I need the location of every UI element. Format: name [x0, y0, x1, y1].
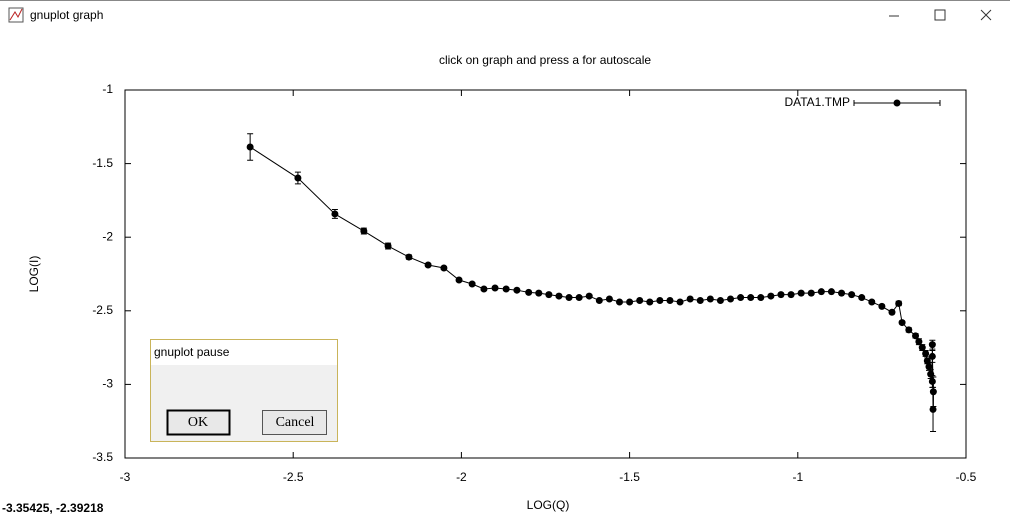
data-point [513, 286, 521, 294]
data-point [555, 292, 563, 300]
data-point [696, 296, 704, 304]
y-tick-label: -3 [102, 377, 113, 391]
data-point [787, 291, 795, 299]
data-point [424, 261, 432, 269]
x-axis-label: LOG(Q) [527, 498, 570, 512]
data-point [636, 296, 644, 304]
data-point [605, 295, 613, 303]
plot-area: -3 -2.5 -2 -1.5 -1 -0.5 -1 -1.5 -2 -2.5 -3 -3.5 DATA… [92, 82, 976, 484]
data-point [502, 285, 510, 293]
data-point [716, 296, 724, 304]
y-tick-label: -2.5 [92, 303, 113, 317]
window-border [0, 0, 1010, 1]
data-point [928, 352, 936, 360]
data-point [686, 295, 694, 303]
data-point [455, 276, 463, 284]
data-point [246, 143, 254, 151]
data-point [895, 299, 903, 307]
ok-button[interactable] [166, 409, 231, 436]
data-point [706, 295, 714, 303]
data-point [491, 284, 499, 292]
chart-title: click on graph and press a for autoscale [439, 53, 651, 67]
data-point [480, 285, 488, 293]
dialog-header [151, 340, 337, 365]
y-tick-label: -1 [102, 82, 113, 96]
data-point [928, 377, 936, 385]
data-point [468, 280, 476, 288]
dialog-title: gnuplot pause [154, 345, 230, 359]
data-point [868, 298, 876, 306]
y-tick-label: -3.5 [92, 450, 113, 464]
data-point [878, 302, 886, 310]
data-point [294, 174, 302, 182]
data-point [525, 288, 533, 296]
data-point [848, 291, 856, 299]
data-point [767, 292, 775, 300]
data-point [898, 319, 906, 327]
data-point [929, 405, 937, 413]
data-point [626, 298, 634, 306]
data-point [925, 363, 933, 371]
data-point [777, 291, 785, 299]
app-icon [8, 7, 24, 23]
data-point [918, 344, 926, 352]
data-point [595, 296, 603, 304]
data-point [535, 289, 543, 297]
data-point [817, 288, 825, 296]
y-axis-label: LOG(I) [27, 256, 41, 293]
data-point [737, 294, 745, 302]
data-point [656, 296, 664, 304]
data-point [747, 294, 755, 302]
y-tick-label: -2 [102, 229, 113, 243]
x-tick-label: -2 [456, 470, 467, 484]
cancel-button[interactable] [262, 410, 327, 435]
data-point [384, 242, 392, 250]
data-point [360, 227, 368, 235]
x-tick-label: -2.5 [283, 470, 304, 484]
ok-label: OK [188, 415, 208, 430]
close-button[interactable] [980, 9, 992, 21]
plot-border [124, 89, 967, 459]
data-point [575, 294, 583, 302]
data-point [912, 332, 920, 340]
data-point [797, 289, 805, 297]
x-tick-label: -1.5 [619, 470, 640, 484]
data-line [249, 146, 934, 410]
maximize-button[interactable] [934, 9, 946, 21]
pause-dialog: gnuplot pause OK Cancel [150, 339, 338, 442]
data-point [545, 291, 553, 299]
data-point [757, 294, 765, 302]
data-point [838, 289, 846, 297]
data-point [928, 341, 936, 349]
legend-marker [893, 99, 901, 107]
data-point [827, 288, 835, 296]
data-point [565, 294, 573, 302]
data-point [888, 308, 896, 316]
data-point [616, 298, 624, 306]
data-point [331, 210, 339, 218]
x-tick-label: -3 [120, 470, 131, 484]
data-point [666, 296, 674, 304]
y-tick-label: -1.5 [92, 156, 113, 170]
data-point [440, 264, 448, 272]
cancel-label: Cancel [276, 415, 315, 430]
data-point [915, 338, 923, 346]
data-point [922, 349, 930, 357]
data-point [646, 298, 654, 306]
data-point [858, 294, 866, 302]
data-point [676, 298, 684, 306]
data-point [807, 289, 815, 297]
x-tick-label: -1 [792, 470, 803, 484]
data-point [405, 253, 413, 261]
data-point [727, 295, 735, 303]
data-point [905, 326, 913, 334]
window-title: gnuplot graph [30, 8, 103, 22]
data-point [585, 292, 593, 300]
legend-label: DATA1.TMP [784, 95, 850, 109]
data-point [929, 388, 937, 396]
x-tick-label: -0.5 [956, 470, 977, 484]
status-coordinates: -3.35425, -2.39218 [2, 501, 104, 515]
